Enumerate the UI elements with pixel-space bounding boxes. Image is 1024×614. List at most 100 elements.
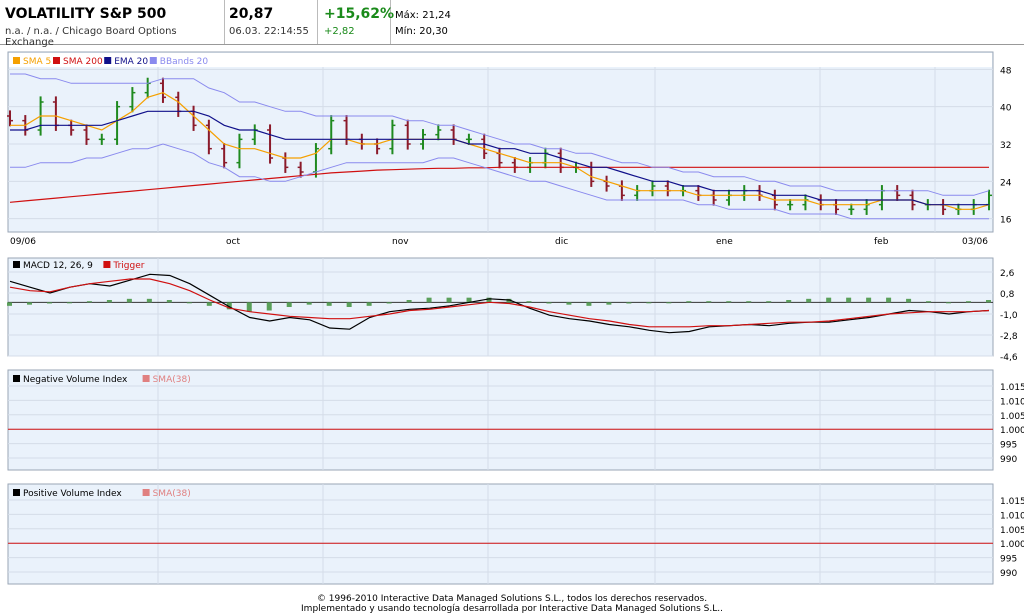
- nvi-legend-label-0: Negative Volume Index: [23, 375, 128, 385]
- nvi-panel-frame: [7, 369, 994, 471]
- instrument-cell: VOLATILITY S&P 500 n.a. / n.a. / Chicago…: [0, 0, 225, 48]
- price-cell: 20,87 06.03. 22:14:55: [225, 0, 318, 44]
- main-legend-strip: [9, 53, 992, 67]
- main-series-line-2: [10, 110, 989, 206]
- nvi-ytick-label: 1.000: [1000, 426, 1024, 436]
- macd-histogram-bar: [426, 297, 432, 303]
- main-legend-swatch-3: [149, 57, 157, 64]
- macd-legend-swatch-1: [103, 261, 111, 268]
- main-xtick-label: dic: [555, 237, 568, 247]
- macd-histogram-bar: [906, 298, 912, 303]
- macd-histogram-bar: [546, 302, 552, 304]
- macd-ytick-label: 2,6: [1000, 269, 1015, 279]
- macd-histogram-bar: [486, 297, 492, 303]
- macd-ytick-label: 0,8: [1000, 290, 1015, 300]
- main-legend-label-1: SMA 200: [63, 57, 103, 67]
- macd-histogram-bar: [806, 298, 812, 303]
- macd-histogram-bar: [606, 302, 612, 305]
- pvi-legend-swatch-0: [13, 489, 20, 496]
- pvi-legend-label-0: Positive Volume Index: [23, 489, 122, 499]
- change-absolute: +2,82: [324, 26, 355, 37]
- nvi-ytick-label: 1.015: [1000, 383, 1024, 393]
- chart-area[interactable]: SMA 5 SMA 200 EMA 20 BBands 20 48 40 32 24 16 09/…: [0, 44, 1024, 590]
- pvi-legend-label-1: SMA(38): [153, 489, 191, 499]
- last-price: 20,87: [229, 6, 274, 22]
- macd-series-line-1: [9, 278, 990, 328]
- macd-histogram-bar: [66, 302, 72, 304]
- main-xtick-label: ene: [716, 237, 733, 247]
- macd-histogram-bar: [586, 302, 592, 306]
- macd-histogram-bar: [526, 301, 532, 303]
- main-legend-label-0: SMA 5: [23, 57, 51, 67]
- macd-histogram-bar: [786, 300, 792, 303]
- day-min: Mín: 20,30: [395, 26, 448, 37]
- nvi-ytick-label: 990: [1000, 455, 1017, 465]
- macd-histogram-bar: [7, 302, 12, 306]
- macd-histogram-bar: [346, 302, 352, 307]
- macd-legend-label-0: MACD 12, 26, 9: [23, 261, 93, 271]
- main-legend-swatch-1: [53, 57, 60, 64]
- macd-histogram-bar: [106, 300, 112, 303]
- pvi-ytick-label: 1.015: [1000, 497, 1024, 507]
- macd-histogram-bar: [446, 297, 452, 303]
- pvi-ytick-label: 1.000: [1000, 540, 1024, 550]
- macd-histogram-bar: [206, 302, 212, 306]
- main-ytick-label: 48: [1000, 66, 1012, 76]
- macd-histogram-bar: [386, 302, 392, 304]
- pvi-legend-swatch-1: [142, 489, 150, 496]
- macd-histogram-bar: [686, 301, 692, 303]
- macd-ytick-label: -2,8: [1000, 332, 1018, 342]
- nvi-legend-label-1: SMA(38): [153, 375, 191, 385]
- main-legend-swatch-0: [13, 57, 20, 64]
- pvi-panel-frame: [7, 483, 994, 585]
- main-ytick-label: 32: [1000, 141, 1011, 151]
- macd-histogram-bar: [46, 302, 52, 304]
- main-series-line-1: [9, 166, 989, 203]
- macd-histogram-bar: [186, 302, 192, 304]
- main-ytick-label: 16: [1000, 216, 1012, 226]
- implementation-line: Implementado y usando tecnología desarro…: [301, 604, 723, 614]
- macd-histogram-bar: [146, 298, 152, 303]
- quote-datetime: 06.03. 22:14:55: [229, 26, 309, 37]
- pvi-ytick-label: 1.010: [1000, 511, 1024, 521]
- main-ytick-label: 40: [1000, 104, 1012, 114]
- macd-series-line-0: [9, 273, 990, 334]
- nvi-ytick-label: 1.010: [1000, 397, 1024, 407]
- nvi-legend-swatch-0: [13, 375, 20, 382]
- macd-histogram-bar: [86, 301, 92, 303]
- macd-histogram-bar: [866, 297, 872, 303]
- macd-histogram-bar: [366, 302, 372, 306]
- macd-histogram-bar: [726, 301, 732, 303]
- macd-histogram-bar: [286, 302, 292, 307]
- macd-histogram-bar: [406, 300, 412, 303]
- macd-histogram-bar: [706, 301, 712, 303]
- macd-histogram-bar: [986, 300, 991, 303]
- macd-ytick-label: -1,0: [1000, 311, 1018, 321]
- macd-histogram-bar: [966, 301, 972, 303]
- main-xtick-label: oct: [226, 237, 240, 247]
- macd-histogram-bar: [326, 302, 332, 306]
- macd-histogram-bar: [126, 298, 132, 303]
- main-legend-label-2: EMA 20: [114, 57, 148, 67]
- main-series-line-4: [10, 143, 989, 220]
- exchange-label: n.a. / n.a. / Chicago Board Options Exch…: [5, 26, 177, 48]
- main-xtick-label: 03/06: [962, 237, 988, 247]
- macd-panel-frame: [7, 257, 994, 357]
- macd-histogram-bar: [306, 302, 312, 305]
- main-panel-frame: [7, 51, 994, 233]
- macd-histogram-bar: [566, 302, 572, 305]
- change-cell: +15,62% +2,82: [318, 0, 394, 44]
- macd-histogram-bar: [746, 301, 752, 303]
- macd-histogram-bar: [946, 302, 952, 304]
- macd-histogram-bar: [846, 297, 852, 303]
- macd-histogram-bar: [646, 302, 652, 304]
- pvi-ytick-label: 995: [1000, 555, 1017, 565]
- nvi-ytick-label: 1.005: [1000, 412, 1024, 422]
- macd-histogram-bar: [466, 297, 472, 303]
- copyright-line: © 1996-2010 Interactive Data Managed Sol…: [316, 594, 708, 604]
- main-legend-swatch-2: [104, 57, 112, 64]
- pvi-ytick-label: 1.005: [1000, 526, 1024, 536]
- nvi-legend-swatch-1: [142, 375, 150, 382]
- macd-histogram-bar: [766, 301, 772, 303]
- range-cell: Máx: 21,24 Mín: 20,30: [391, 0, 511, 44]
